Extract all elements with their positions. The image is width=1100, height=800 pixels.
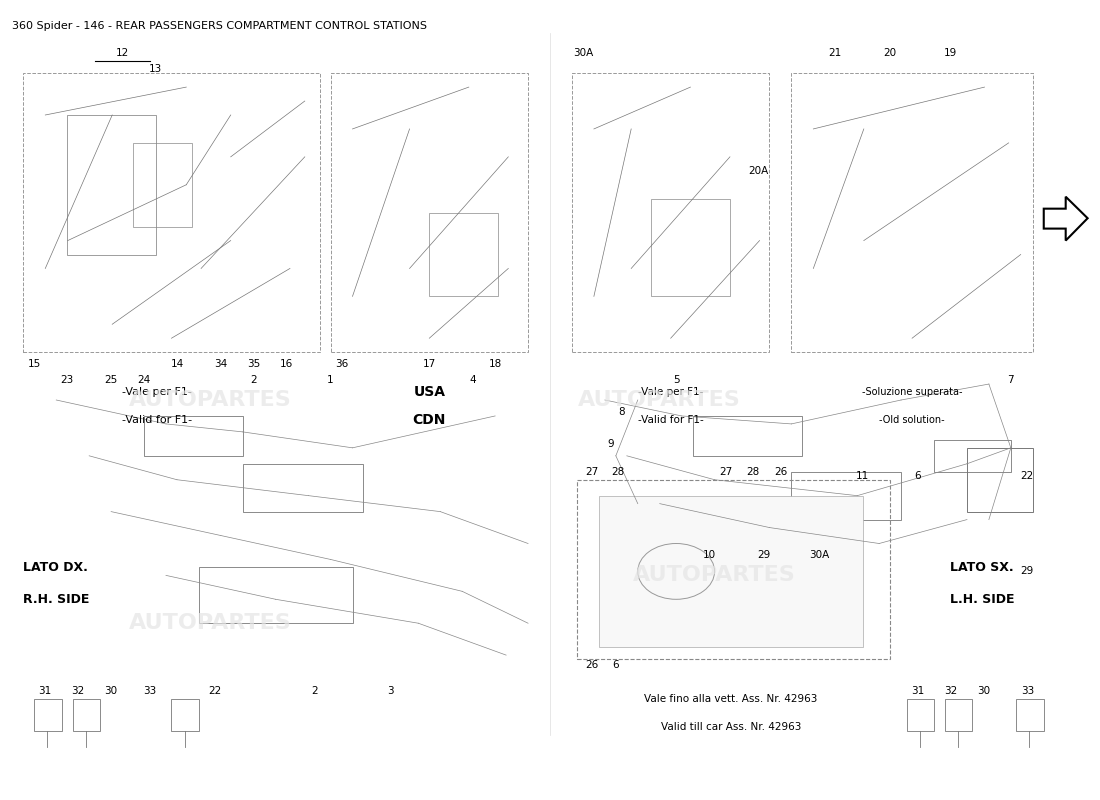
Text: 2: 2 [311, 686, 318, 696]
Text: -Vale per F1-: -Vale per F1- [638, 387, 703, 397]
Text: 31: 31 [911, 686, 924, 696]
Text: 28: 28 [747, 466, 760, 477]
Text: -Valid for F1-: -Valid for F1- [122, 415, 191, 425]
Bar [331, 73, 528, 352]
Bar [1016, 699, 1044, 731]
Text: -Soluzione superata-: -Soluzione superata- [861, 387, 962, 397]
Text: 6: 6 [914, 470, 921, 481]
Text: L.H. SIDE: L.H. SIDE [950, 593, 1015, 606]
Text: 28: 28 [612, 466, 625, 477]
Bar [693, 416, 802, 456]
Text: 21: 21 [828, 48, 842, 58]
Text: 1: 1 [327, 375, 334, 385]
Text: 30: 30 [104, 686, 118, 696]
Bar [133, 143, 192, 226]
Bar [791, 73, 1033, 352]
Bar [967, 448, 1033, 512]
Text: 22: 22 [209, 686, 222, 696]
Text: USA: USA [414, 385, 446, 399]
Bar [172, 699, 199, 731]
Text: R.H. SIDE: R.H. SIDE [23, 593, 90, 606]
Text: 32: 32 [944, 686, 957, 696]
Text: 33: 33 [143, 686, 156, 696]
Text: 18: 18 [488, 359, 502, 369]
Text: 24: 24 [138, 375, 151, 385]
Text: 23: 23 [60, 375, 74, 385]
Bar [572, 73, 769, 352]
Bar [934, 440, 1011, 472]
Text: 36: 36 [334, 359, 349, 369]
Text: 17: 17 [422, 359, 436, 369]
Text: -Vale per F1-: -Vale per F1- [122, 387, 191, 397]
Text: 26: 26 [773, 466, 786, 477]
Text: CDN: CDN [412, 413, 446, 427]
Bar [906, 699, 934, 731]
Text: 3: 3 [387, 686, 394, 696]
Text: 27: 27 [585, 466, 598, 477]
Text: -Old solution-: -Old solution- [879, 415, 945, 425]
Text: 6: 6 [613, 660, 619, 670]
Text: 360 Spider - 146 - REAR PASSENGERS COMPARTMENT CONTROL STATIONS: 360 Spider - 146 - REAR PASSENGERS COMPA… [12, 22, 428, 31]
Text: 16: 16 [280, 359, 294, 369]
Bar [73, 699, 100, 731]
Text: 19: 19 [944, 48, 957, 58]
Text: LATO DX.: LATO DX. [23, 561, 88, 574]
Text: AUTOPARTES: AUTOPARTES [579, 390, 741, 410]
Text: 9: 9 [607, 439, 614, 449]
Text: 5: 5 [673, 375, 680, 385]
Bar [243, 464, 363, 512]
Bar [600, 496, 862, 647]
Text: Valid till car Ass. Nr. 42963: Valid till car Ass. Nr. 42963 [661, 722, 801, 732]
Text: 32: 32 [72, 686, 85, 696]
Text: AUTOPARTES: AUTOPARTES [129, 614, 292, 634]
Text: 20: 20 [883, 48, 896, 58]
Bar [23, 73, 320, 352]
Text: 11: 11 [856, 470, 869, 481]
Text: 30A: 30A [573, 48, 593, 58]
Bar [144, 416, 243, 456]
Text: 7: 7 [1008, 375, 1014, 385]
Text: 31: 31 [39, 686, 52, 696]
Bar [34, 699, 62, 731]
Text: AUTOPARTES: AUTOPARTES [634, 566, 796, 586]
Text: 22: 22 [1021, 470, 1034, 481]
Text: 27: 27 [719, 466, 733, 477]
Bar [429, 213, 498, 296]
Text: 30A: 30A [808, 550, 829, 561]
Bar [791, 472, 901, 519]
Text: 12: 12 [116, 48, 129, 58]
Text: -Valid for F1-: -Valid for F1- [638, 415, 704, 425]
Bar [578, 480, 890, 659]
Text: 29: 29 [757, 550, 771, 561]
Text: 29: 29 [1021, 566, 1034, 577]
Text: 25: 25 [104, 375, 118, 385]
Text: 20A: 20A [748, 166, 769, 176]
Text: Vale fino alla vett. Ass. Nr. 42963: Vale fino alla vett. Ass. Nr. 42963 [645, 694, 817, 704]
Text: 26: 26 [585, 660, 598, 670]
Bar [651, 198, 730, 296]
Text: 30: 30 [977, 686, 990, 696]
Text: AUTOPARTES: AUTOPARTES [129, 390, 292, 410]
Text: 33: 33 [1021, 686, 1034, 696]
Bar [67, 115, 156, 254]
Text: 4: 4 [470, 375, 476, 385]
Text: 34: 34 [214, 359, 228, 369]
Bar [945, 699, 972, 731]
Text: 2: 2 [251, 375, 257, 385]
Text: LATO SX.: LATO SX. [950, 561, 1014, 574]
Text: 14: 14 [170, 359, 184, 369]
Text: 8: 8 [618, 407, 625, 417]
Bar [199, 567, 352, 623]
Text: 10: 10 [703, 550, 716, 561]
Text: 13: 13 [148, 64, 162, 74]
Polygon shape [1044, 197, 1088, 241]
Text: 15: 15 [28, 359, 41, 369]
Text: 35: 35 [248, 359, 261, 369]
